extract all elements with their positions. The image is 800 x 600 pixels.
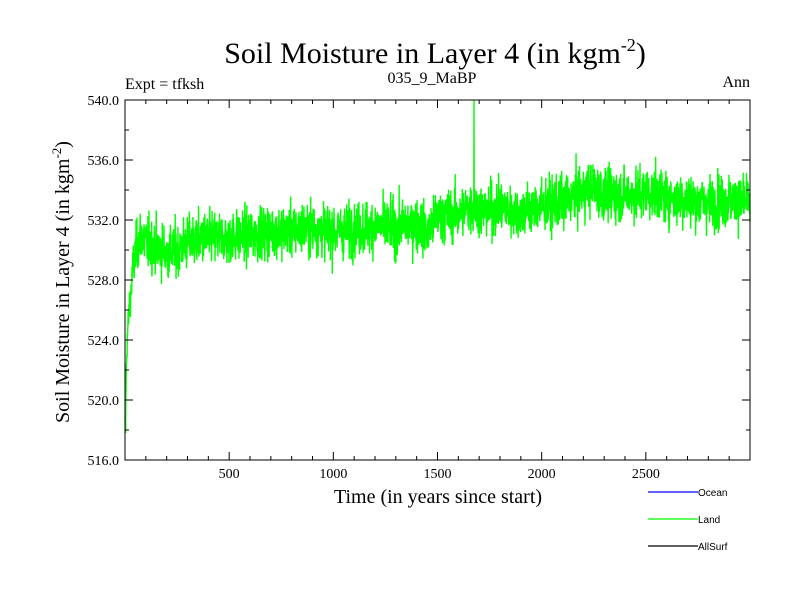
chart-title: Soil Moisture in Layer 4 (in kgm-2)	[224, 35, 646, 70]
plot-frame	[124, 99, 751, 461]
y-tick-label: 528.0	[88, 274, 120, 289]
legend-label-ocean: Ocean	[698, 488, 727, 499]
x-tick-label: 2000	[528, 467, 556, 482]
subtitle-left: Expt = tfksh	[125, 76, 204, 93]
y-axis-label-main: Soil Moisture in Layer 4 (in kgm	[52, 158, 74, 423]
legend-label-land: Land	[698, 515, 720, 526]
x-tick-label: 2500	[632, 467, 660, 482]
series-layer	[124, 99, 751, 434]
legend: Ocean Land AllSurf	[648, 488, 728, 553]
y-tick-label: 532.0	[88, 214, 120, 229]
subtitle-center: 035_9_MaBP	[388, 70, 477, 87]
y-tick-label: 516.0	[88, 454, 120, 469]
y-tick-label: 540.0	[88, 94, 120, 109]
y-tick-label: 520.0	[88, 394, 120, 409]
y-tick-label: 536.0	[88, 154, 120, 169]
y-axis-label: Soil Moisture in Layer 4 (in kgm-2)	[49, 141, 74, 423]
ticks-layer: 516.0 520.0 524.0 528.0 532.0 536.0 540.0 500 10…	[88, 94, 750, 482]
y-tick-label: 524.0	[88, 334, 120, 349]
x-tick-label: 1000	[319, 467, 347, 482]
x-axis-label: Time (in years since start)	[334, 486, 542, 508]
x-tick-label: 500	[219, 467, 240, 482]
chart-title-close: )	[636, 37, 646, 70]
legend-label-allsurf: AllSurf	[698, 542, 728, 553]
y-axis-label-close: )	[52, 141, 74, 148]
y-axis-label-sup: -2	[49, 148, 64, 159]
subtitle-right: Ann	[722, 74, 750, 91]
chart-title-main: Soil Moisture in Layer 4 (in kgm	[224, 37, 621, 70]
x-tick-label: 1500	[424, 467, 452, 482]
series-line-land	[124, 99, 751, 434]
chart-title-sup: -2	[621, 35, 636, 55]
